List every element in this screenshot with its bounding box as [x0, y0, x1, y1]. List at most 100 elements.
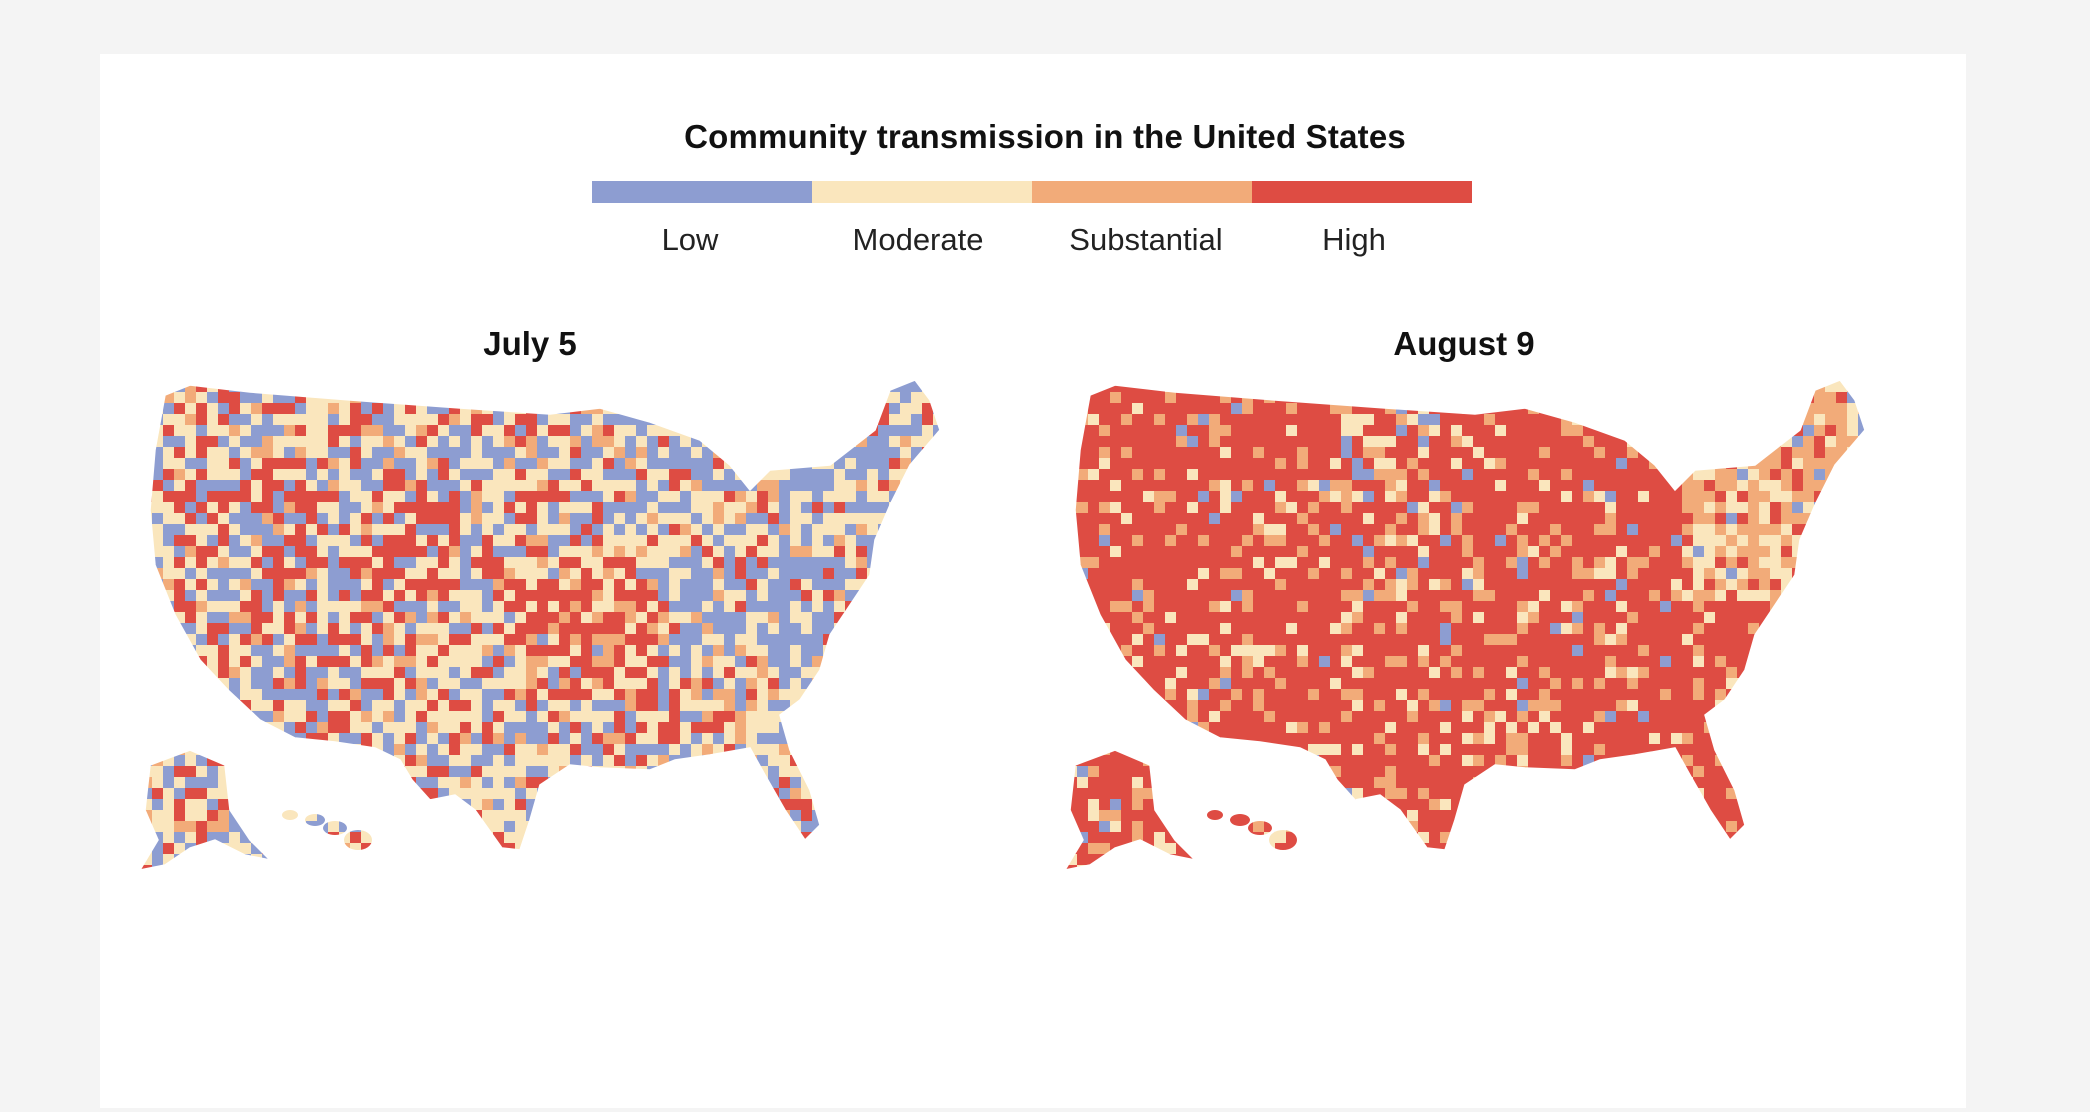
- county-cell: [229, 744, 240, 755]
- county-cell: [438, 524, 449, 535]
- county-cell: [174, 557, 185, 568]
- county-cell: [801, 876, 812, 887]
- county-cell: [735, 502, 746, 513]
- county-cell: [306, 678, 317, 689]
- county-cell: [526, 513, 537, 524]
- county-cell: [328, 821, 339, 832]
- county-cell: [1462, 513, 1473, 524]
- county-cell: [1308, 469, 1319, 480]
- county-cell: [647, 436, 658, 447]
- county-cell: [768, 458, 779, 469]
- county-cell: [1869, 392, 1880, 403]
- county-cell: [1869, 513, 1880, 524]
- county-cell: [229, 766, 240, 777]
- county-cell: [328, 513, 339, 524]
- county-cell: [1132, 557, 1143, 568]
- county-cell: [1506, 414, 1517, 425]
- county-cell: [251, 854, 262, 865]
- county-cell: [273, 380, 284, 381]
- county-cell: [262, 480, 273, 491]
- county-cell: [482, 579, 493, 590]
- county-cell: [845, 513, 856, 524]
- county-cell: [394, 810, 405, 821]
- county-cell: [1154, 414, 1165, 425]
- county-cell: [449, 612, 460, 623]
- county-cell: [262, 656, 273, 667]
- county-cell: [1077, 381, 1088, 392]
- county-cell: [746, 623, 757, 634]
- county-cell: [460, 380, 471, 381]
- county-cell: [1616, 480, 1627, 491]
- county-cell: [141, 425, 152, 436]
- county-cell: [548, 469, 559, 480]
- county-cell: [361, 700, 372, 711]
- county-cell: [1726, 425, 1737, 436]
- county-cell: [735, 755, 746, 766]
- county-cell: [350, 689, 361, 700]
- county-cell: [636, 667, 647, 678]
- county-cell: [1517, 381, 1528, 392]
- county-cell: [1726, 524, 1737, 535]
- county-cell: [944, 381, 955, 392]
- county-cell: [328, 380, 339, 381]
- county-cell: [911, 755, 922, 766]
- county-cell: [1517, 546, 1528, 557]
- county-cell: [207, 380, 218, 381]
- county-cell: [900, 436, 911, 447]
- county-cell: [603, 854, 614, 865]
- county-cell: [933, 876, 944, 887]
- county-cell: [680, 645, 691, 656]
- county-cell: [911, 700, 922, 711]
- county-cell: [526, 535, 537, 546]
- county-cell: [339, 766, 350, 777]
- county-cell: [1385, 447, 1396, 458]
- county-cell: [1385, 469, 1396, 480]
- county-cell: [306, 656, 317, 667]
- county-cell: [548, 722, 559, 733]
- county-cell: [581, 876, 592, 887]
- county-cell: [240, 799, 251, 810]
- county-cell: [185, 601, 196, 612]
- county-cell: [449, 755, 460, 766]
- county-cell: [141, 612, 152, 623]
- county-cell: [878, 458, 889, 469]
- county-cell: [603, 524, 614, 535]
- county-cell: [438, 546, 449, 557]
- county-cell: [713, 601, 724, 612]
- county-cell: [1308, 425, 1319, 436]
- county-cell: [1220, 436, 1231, 447]
- county-cell: [427, 854, 438, 865]
- county-cell: [460, 777, 471, 788]
- county-cell: [361, 524, 372, 535]
- county-cell: [163, 425, 174, 436]
- county-cell: [273, 788, 284, 799]
- county-cell: [713, 513, 724, 524]
- county-cell: [141, 535, 152, 546]
- county-cell: [1880, 513, 1891, 524]
- county-cell: [537, 425, 548, 436]
- county-cell: [768, 799, 779, 810]
- county-cell: [944, 788, 955, 799]
- county-cell: [185, 799, 196, 810]
- county-cell: [768, 380, 779, 381]
- county-cell: [944, 777, 955, 788]
- county-cell: [691, 832, 702, 843]
- county-cell: [1770, 447, 1781, 458]
- county-cell: [284, 876, 295, 887]
- county-cell: [559, 711, 570, 722]
- county-cell: [438, 579, 449, 590]
- county-cell: [515, 623, 526, 634]
- county-cell: [1495, 546, 1506, 557]
- county-cell: [867, 843, 878, 854]
- county-cell: [1088, 469, 1099, 480]
- county-cell: [735, 656, 746, 667]
- county-cell: [955, 546, 966, 557]
- county-cell: [933, 700, 940, 711]
- county-cell: [207, 887, 218, 898]
- county-cell: [1550, 491, 1561, 502]
- county-cell: [790, 766, 801, 777]
- county-cell: [867, 502, 878, 513]
- county-cell: [1363, 380, 1374, 381]
- county-cell: [1264, 535, 1275, 546]
- county-cell: [328, 854, 339, 865]
